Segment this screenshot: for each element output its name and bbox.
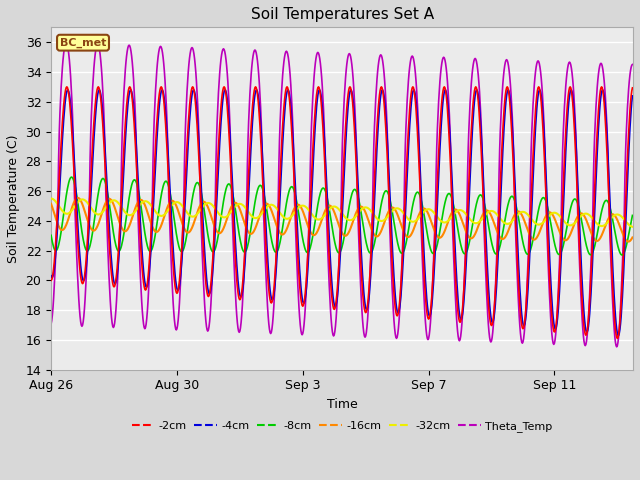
Text: BC_met: BC_met (60, 37, 106, 48)
Y-axis label: Soil Temperature (C): Soil Temperature (C) (7, 134, 20, 263)
Legend: -2cm, -4cm, -8cm, -16cm, -32cm, Theta_Temp: -2cm, -4cm, -8cm, -16cm, -32cm, Theta_Te… (127, 417, 557, 436)
X-axis label: Time: Time (326, 398, 358, 411)
Title: Soil Temperatures Set A: Soil Temperatures Set A (250, 7, 434, 22)
